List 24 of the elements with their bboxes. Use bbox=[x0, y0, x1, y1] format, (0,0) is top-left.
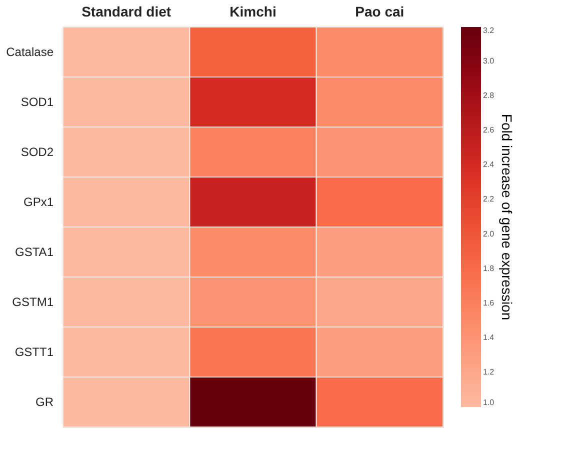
color-bar-label: 2.4 bbox=[483, 160, 495, 170]
color-bar-label: 1.2 bbox=[483, 367, 495, 376]
color-bar-label: 1.0 bbox=[483, 398, 495, 407]
y-tick-label: Catalase bbox=[6, 45, 54, 59]
color-bar-label: 1.4 bbox=[483, 332, 495, 342]
x-tick-label: Standard diet bbox=[82, 4, 172, 20]
color-bar-label: 2.6 bbox=[483, 126, 495, 135]
color-bar-label: 3.0 bbox=[483, 56, 495, 66]
color-bar-label: 3.2 bbox=[483, 26, 495, 35]
y-tick-label: GPx1 bbox=[23, 195, 54, 209]
y-tick-label: SOD2 bbox=[20, 145, 54, 159]
color-bar-label: 2.2 bbox=[483, 194, 495, 204]
x-tick-label: Kimchi bbox=[230, 4, 276, 20]
color-bar-title: Fold increase of gene expression bbox=[499, 114, 515, 320]
color-bar-label: 2.0 bbox=[483, 229, 495, 238]
y-tick-label: GR bbox=[36, 395, 54, 409]
x-tick-label: Pao cai bbox=[355, 4, 404, 20]
color-bar-label: 2.8 bbox=[483, 91, 495, 100]
color-bar-label: 1.6 bbox=[483, 298, 495, 308]
y-tick-label: GSTA1 bbox=[15, 245, 54, 259]
y-tick-label: GSTT1 bbox=[14, 345, 54, 359]
y-tick-label: GSTM1 bbox=[12, 295, 54, 309]
y-tick-label: SOD1 bbox=[20, 95, 54, 109]
color-bar-label: 1.8 bbox=[483, 264, 495, 273]
